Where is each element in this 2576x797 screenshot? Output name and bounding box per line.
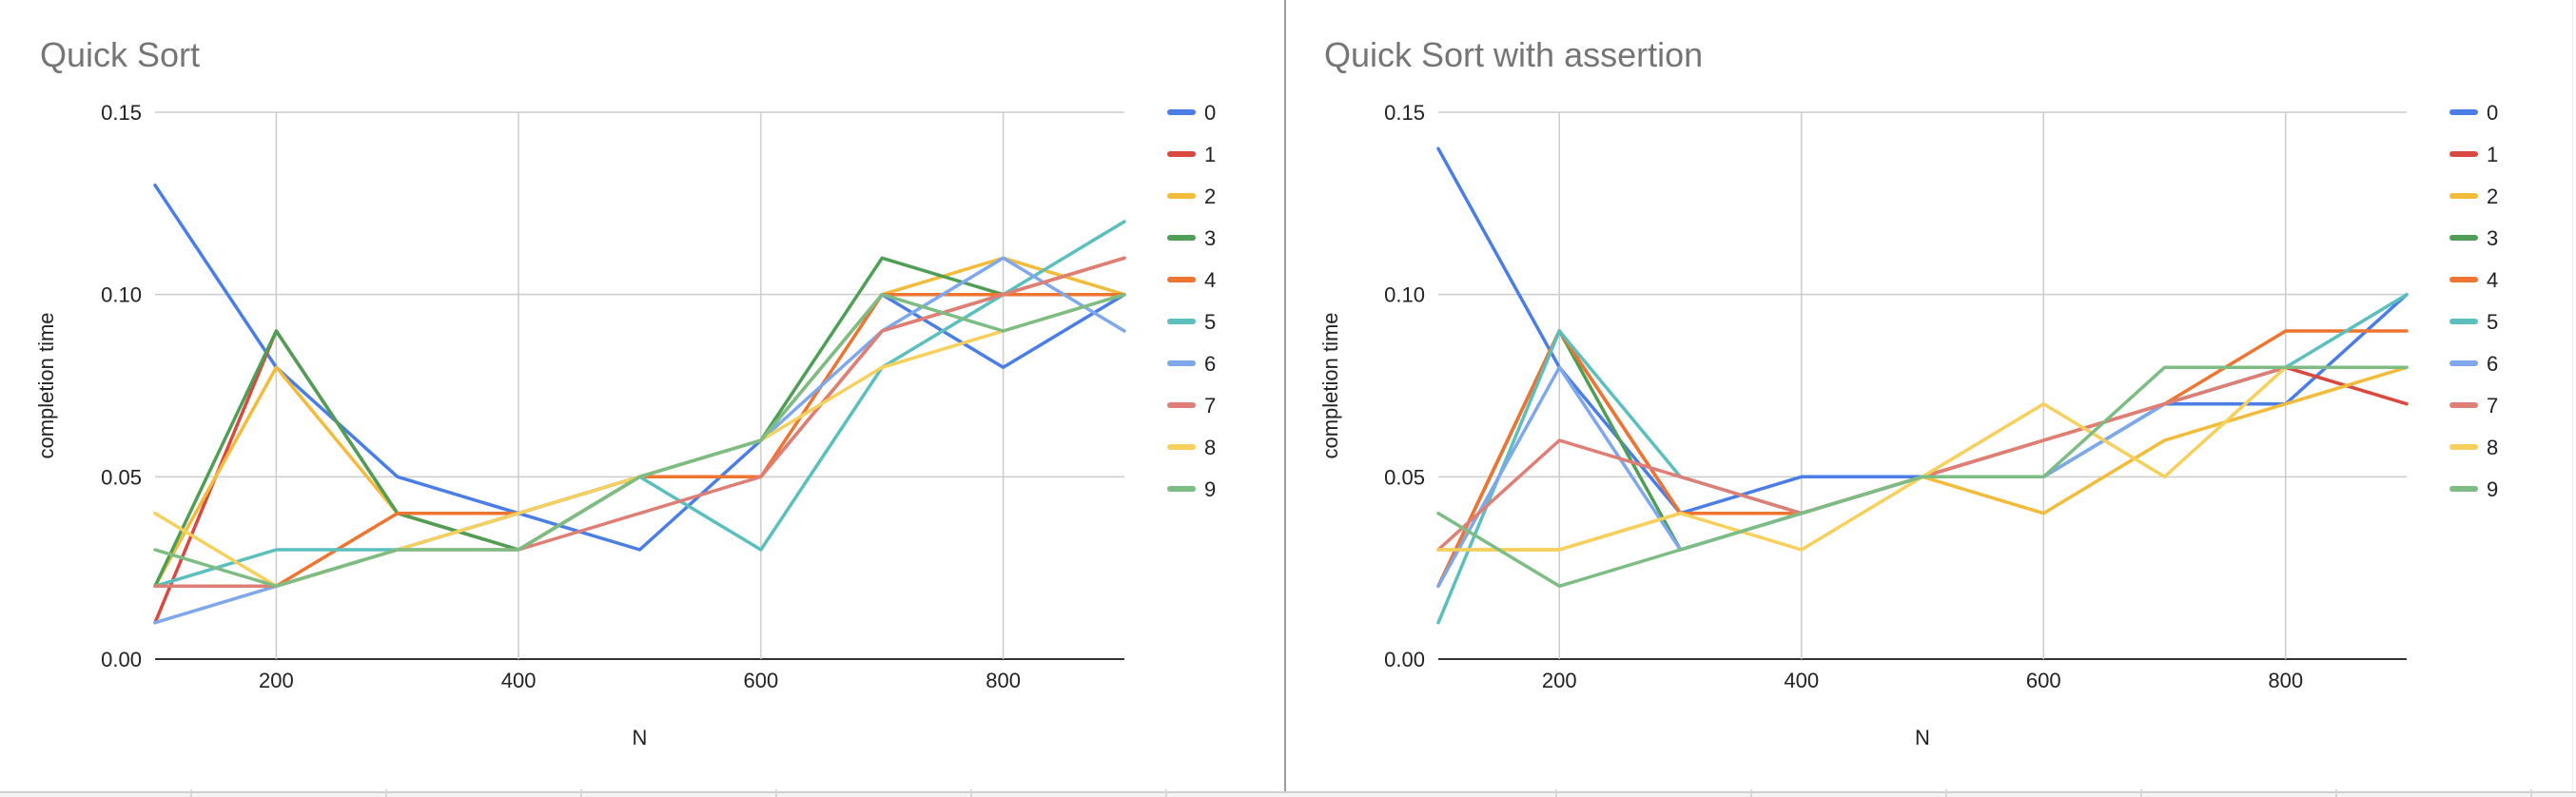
legend-label: 1: [2487, 143, 2498, 166]
sheet-column-tick: [2140, 789, 2142, 797]
legend-label: 3: [2487, 226, 2498, 250]
legend-label: 6: [2487, 352, 2498, 376]
sheet-column-tick: [1555, 789, 1557, 797]
x-tick-label: 200: [1542, 669, 1577, 692]
sheet-column-tick: [1750, 789, 1752, 797]
legend-label: 8: [2487, 436, 2498, 459]
x-tick-label: 400: [1784, 669, 1819, 692]
y-tick-label: 0.10: [101, 283, 142, 307]
chart-title: Quick Sort: [40, 35, 200, 74]
legend-label: 5: [1204, 310, 1216, 334]
chart-canvas-quick-sort: Quick Sort 0.00 0.05 0.10 0.15 200 400 600 800 Nc…: [34, 35, 1216, 749]
y-tick-label: 0.05: [1384, 465, 1425, 489]
sheet-column-tick: [1945, 789, 1947, 797]
legend-label: 4: [1204, 268, 1216, 292]
chart-canvas-quick-sort-with-assertion: Quick Sort with assertion 0.00 0.05 0.10 0.1…: [1318, 35, 2498, 749]
y-tick-label: 0.05: [101, 465, 142, 489]
x-axis-title: N: [633, 726, 648, 749]
series-line-0: [1436, 146, 2409, 515]
y-tick-label: 0.10: [1384, 283, 1425, 307]
chart-quick-sort-with-assertion: Quick Sort with assertion 0.00 0.05 0.10 0.1…: [1286, 0, 2576, 791]
legend-label: 0: [1204, 101, 1216, 125]
x-tick-label: 600: [2026, 669, 2061, 692]
y-axis-title: completion time: [34, 312, 58, 458]
sheet-bottom-border: [0, 791, 2576, 793]
x-tick-label: 800: [2268, 669, 2303, 692]
sheet-column-tick: [580, 789, 582, 797]
series-line-5: [153, 220, 1126, 589]
sheet-column-tick: [2335, 789, 2337, 797]
legend-label: 9: [1204, 477, 1216, 501]
series-line-8: [153, 292, 1126, 589]
series-line-4: [1436, 329, 2409, 589]
y-tick-label: 0.00: [101, 648, 142, 671]
legend-label: 3: [1204, 226, 1216, 250]
legend-label: 1: [1204, 143, 1216, 166]
series-line-6: [153, 256, 1126, 625]
legend-label: 6: [1204, 352, 1216, 376]
panel-divider: [1284, 0, 1286, 791]
x-tick-label: 400: [501, 669, 537, 692]
sheet-column-tick: [970, 789, 972, 797]
x-tick-label: 600: [744, 669, 779, 692]
x-axis-title: N: [1915, 726, 1930, 749]
sheet-column-tick: [190, 789, 192, 797]
legend-label: 7: [2487, 394, 2498, 418]
legend-label: 8: [1204, 436, 1216, 459]
y-axis-title: completion time: [1318, 312, 1342, 458]
y-tick-label: 0.15: [1384, 101, 1425, 125]
sheet-column-tick: [2530, 789, 2532, 797]
legend-label: 5: [2487, 310, 2498, 334]
x-tick-label: 200: [259, 669, 294, 692]
series-line-1: [153, 256, 1126, 625]
y-tick-label: 0.15: [101, 101, 142, 125]
sheet-column-tick: [385, 789, 387, 797]
legend-label: 2: [2487, 185, 2498, 208]
legend-label: 9: [2487, 477, 2498, 501]
sheet-column-tick: [1165, 789, 1167, 797]
legend-label: 7: [1204, 394, 1216, 418]
series-line-9: [153, 292, 1126, 589]
series-line-9: [1436, 365, 2409, 589]
y-tick-label: 0.00: [1384, 648, 1425, 671]
chart-title: Quick Sort with assertion: [1324, 35, 1703, 74]
legend-label: 0: [2487, 101, 2498, 125]
x-tick-label: 800: [986, 669, 1021, 692]
legend-label: 2: [1204, 185, 1216, 208]
window-edge: [2572, 0, 2573, 791]
sheet-column-tick: [775, 789, 777, 797]
legend-label: 4: [2487, 268, 2498, 292]
sheet-bottom-strip: [0, 793, 2576, 797]
